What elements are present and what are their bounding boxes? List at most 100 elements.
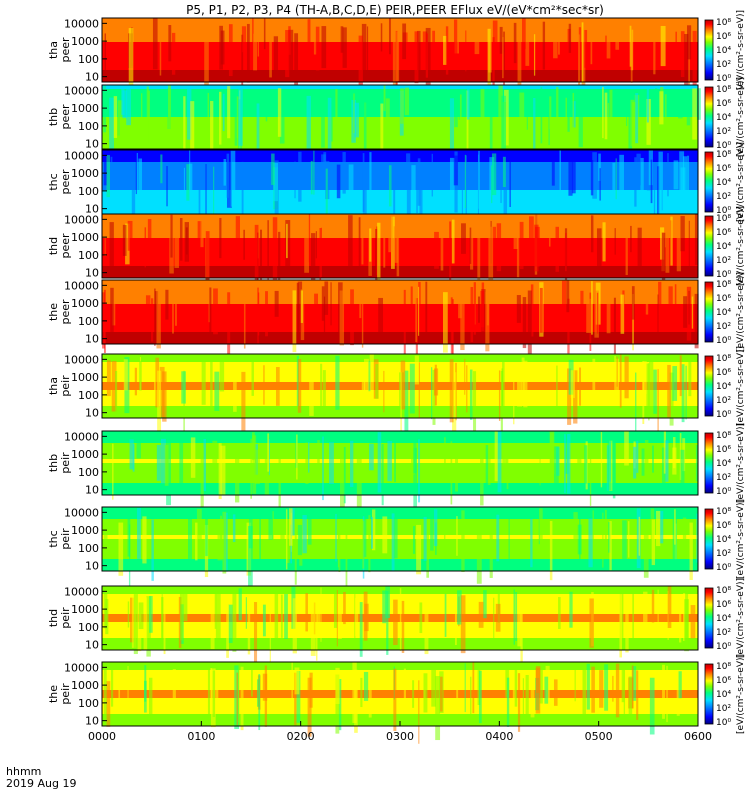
heat-band (102, 274, 698, 279)
heat-streak (136, 152, 138, 200)
heat-streak (649, 677, 655, 735)
heat-streak (376, 226, 378, 276)
heat-streak (449, 359, 454, 423)
heat-streak (657, 166, 660, 217)
heat-streak (271, 153, 275, 185)
heat-streak (248, 526, 253, 586)
heat-band (102, 58, 698, 63)
heat-streak (212, 440, 218, 470)
heat-streak (476, 520, 482, 584)
heat-streak (394, 434, 396, 483)
colorbar-tick-label: 10² (716, 704, 731, 714)
heat-band (102, 406, 698, 411)
heat-streak (183, 96, 186, 156)
heat-streak (455, 444, 459, 492)
heat-streak (619, 154, 624, 213)
heat-streak (324, 281, 329, 315)
heat-band (102, 563, 698, 568)
heat-streak (171, 32, 176, 75)
heat-streak (525, 674, 529, 715)
heat-band (102, 666, 698, 671)
heat-streak (179, 218, 183, 261)
heat-streak (616, 356, 618, 387)
heat-band (102, 678, 698, 683)
heat-band (102, 137, 698, 142)
heat-streak (308, 214, 311, 263)
heat-streak (517, 369, 523, 407)
heat-streak (525, 22, 530, 66)
heat-streak (443, 35, 447, 65)
heat-streak (653, 167, 656, 228)
heat-streak (110, 156, 113, 188)
heat-band (102, 662, 698, 667)
heat-band (102, 186, 698, 191)
heat-streak (243, 296, 246, 349)
heat-streak (363, 671, 369, 701)
heat-streak (453, 155, 458, 186)
heat-streak (461, 167, 463, 226)
heat-streak (121, 85, 125, 115)
heat-streak (305, 593, 308, 632)
heat-streak (392, 27, 398, 89)
heat-streak (589, 598, 594, 648)
heat-band (102, 410, 698, 415)
heat-streak (478, 150, 480, 209)
heat-streak (544, 676, 549, 704)
chart-title: P5, P1, P2, P3, P4 (TH-A,B,C,D,E) PEIR,P… (186, 3, 604, 17)
heat-streak (565, 432, 569, 474)
heat-streak (417, 158, 421, 206)
heat-band (102, 150, 698, 155)
heat-streak (535, 667, 541, 714)
heat-band (102, 292, 698, 297)
heat-streak (548, 218, 551, 247)
heat-streak (559, 150, 561, 200)
heat-streak (337, 602, 342, 639)
heat-streak (604, 92, 608, 140)
colorbar-tick-label: 10⁴ (716, 690, 731, 700)
heat-band (102, 336, 698, 341)
heat-streak (478, 601, 484, 628)
heat-streak (457, 590, 462, 625)
panel-frame (101, 84, 699, 150)
y-tick-label: 1000 (71, 448, 99, 461)
heat-band (102, 515, 698, 520)
heat-streak (607, 102, 610, 158)
heat-streak (179, 587, 184, 641)
heat-streak (195, 522, 198, 561)
heat-streak (248, 511, 253, 549)
heat-streak (513, 589, 516, 645)
heat-streak (387, 440, 392, 482)
heat-streak (370, 516, 374, 549)
heat-streak (117, 100, 123, 142)
heat-streak (285, 509, 288, 570)
heat-streak (208, 294, 210, 323)
heat-band (102, 362, 698, 367)
heat-streak (335, 355, 340, 410)
heat-streak (210, 361, 213, 411)
heat-streak (590, 215, 594, 253)
heat-streak (676, 227, 681, 272)
heat-band (102, 431, 698, 436)
heat-band (102, 54, 698, 59)
heat-streak (253, 33, 258, 71)
colorbar-tick-label: 10² (716, 60, 731, 70)
heat-streak (425, 281, 428, 340)
heat-streak (241, 371, 246, 431)
heat-streak (205, 231, 210, 287)
heat-streak (456, 516, 458, 556)
heat-streak (364, 358, 369, 401)
colorbar (704, 355, 714, 417)
heat-streak (412, 680, 415, 708)
y-tick-label: 100 (78, 697, 99, 710)
panel-label-quantity: peer (59, 169, 72, 195)
heat-streak (336, 164, 341, 199)
heat-streak (377, 222, 381, 282)
heat-streak (143, 597, 148, 651)
heat-streak (359, 602, 363, 657)
heat-band (102, 316, 698, 321)
heat-streak (465, 30, 467, 72)
colorbar-tick-label: 10⁶ (716, 445, 731, 455)
heat-streak (179, 438, 184, 495)
heat-streak (488, 226, 494, 281)
heat-band (102, 50, 698, 55)
